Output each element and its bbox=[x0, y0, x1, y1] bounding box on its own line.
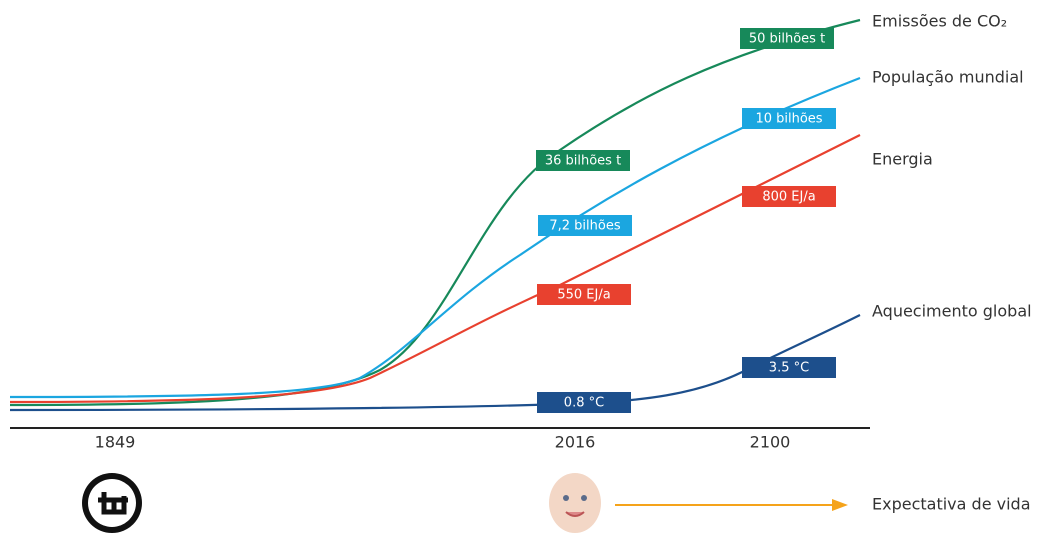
series-name: Emissões de CO₂ bbox=[872, 12, 1007, 31]
value-box bbox=[537, 392, 631, 413]
life-expectancy-label: Expectativa de vida bbox=[872, 495, 1031, 514]
timeline-label: 2100 bbox=[750, 433, 791, 452]
value-label: 3.5 °C bbox=[769, 361, 809, 376]
value-box bbox=[742, 108, 836, 129]
timeline-label: 1849 bbox=[95, 433, 136, 452]
value-box bbox=[536, 150, 630, 171]
logo bbox=[82, 473, 142, 533]
curve bbox=[9, 18, 861, 407]
baby-photo bbox=[549, 473, 601, 533]
value-label: 550 EJ/a bbox=[557, 288, 610, 303]
curve bbox=[9, 134, 861, 404]
series-name: Energia bbox=[872, 150, 933, 169]
curve bbox=[9, 76, 861, 399]
series-name: População mundial bbox=[872, 68, 1024, 87]
value-box bbox=[538, 215, 632, 236]
value-box bbox=[537, 284, 631, 305]
value-label: 0.8 °C bbox=[564, 396, 604, 411]
arrow-head bbox=[832, 499, 848, 511]
value-box bbox=[742, 357, 836, 378]
series-name: Aquecimento global bbox=[872, 302, 1032, 321]
value-label: 7,2 bilhões bbox=[549, 219, 620, 234]
value-box bbox=[740, 28, 834, 49]
value-label: 10 bilhões bbox=[755, 112, 822, 127]
value-label: 36 bilhões t bbox=[545, 154, 621, 169]
value-label: 800 EJ/a bbox=[762, 190, 815, 205]
timeline-label: 2016 bbox=[555, 433, 596, 452]
value-label: 50 bilhões t bbox=[749, 32, 825, 47]
value-box bbox=[742, 186, 836, 207]
